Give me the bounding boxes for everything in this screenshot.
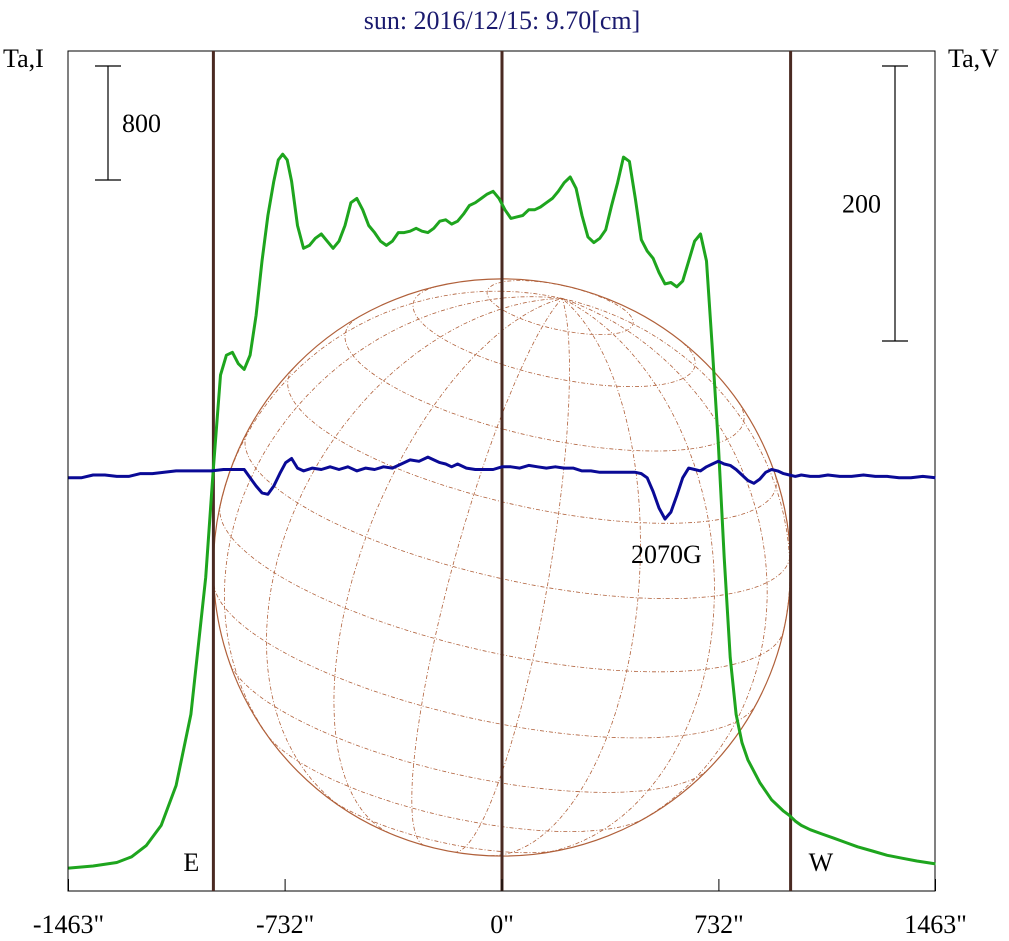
parallel-line <box>268 737 641 832</box>
polarization-series <box>68 455 936 521</box>
meridian-line <box>220 290 563 505</box>
meridian-line <box>411 298 563 846</box>
annotations: 2070G <box>631 540 702 569</box>
meridian-line <box>490 298 641 857</box>
parallel-line <box>412 286 696 387</box>
x-axis: -1463" -732" 0" 732" 1463" <box>33 879 967 939</box>
meridian-line <box>223 296 563 737</box>
scale-bar-label: 200 <box>842 190 881 219</box>
parallel-line <box>229 663 708 793</box>
intensity-series <box>68 152 936 870</box>
x-tick-label: -732" <box>256 910 314 939</box>
y-left-axis-label: Ta,I <box>3 44 44 73</box>
chart-title: sun: 2016/12/15: 9.70[cm] <box>364 6 641 35</box>
meridian-line <box>562 298 791 631</box>
scale-bar-label: 800 <box>122 109 161 138</box>
meridian-line <box>333 298 563 834</box>
x-tick-label: -1463" <box>33 910 104 939</box>
x-tick-label: 0" <box>490 910 514 939</box>
parallel-line <box>213 584 756 739</box>
x-tick-label: 732" <box>694 910 744 939</box>
parallel-line <box>287 367 777 524</box>
scale-bars: 800 200 <box>95 65 908 342</box>
x-tick-label: 1463" <box>904 910 967 939</box>
parallel-line <box>486 280 634 335</box>
polarization-line <box>68 455 936 521</box>
annotation-label: 2070G <box>631 540 702 569</box>
intensity-line <box>68 152 936 870</box>
parallel-line <box>326 796 563 854</box>
parallel-line <box>219 504 784 673</box>
parallel-line <box>244 432 791 599</box>
limb-marker-label: E <box>183 848 199 877</box>
meridian-line <box>562 298 768 821</box>
meridian-line <box>266 298 563 810</box>
meridian-line <box>540 298 715 854</box>
limb-marker-label: W <box>809 848 834 877</box>
y-right-axis-label: Ta,V <box>948 44 999 73</box>
parallel-line <box>344 316 745 452</box>
meridian-line <box>454 298 570 853</box>
